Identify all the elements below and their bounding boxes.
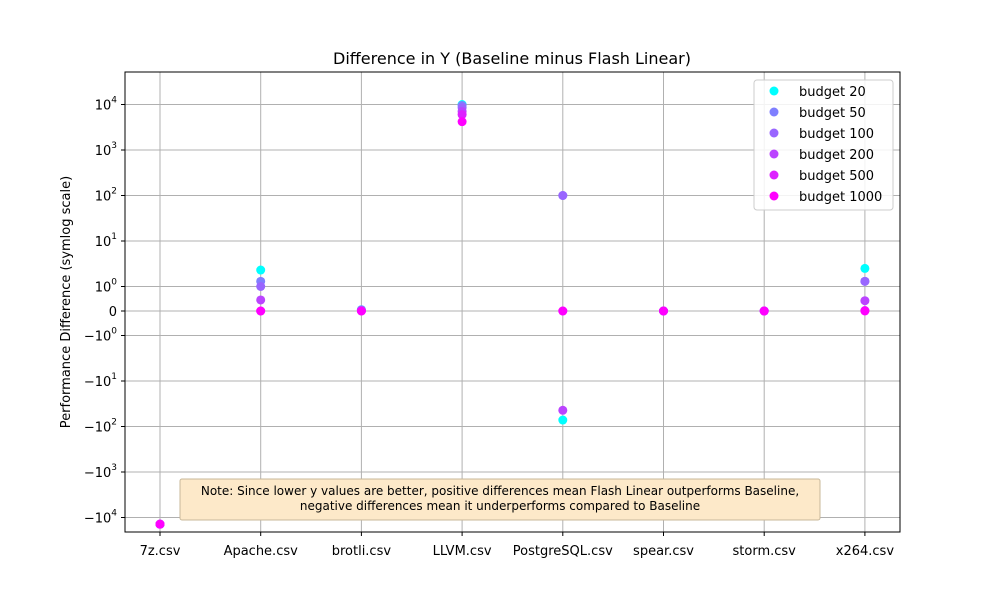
data-point [256, 266, 265, 275]
y-tick-label: −103 [84, 463, 117, 481]
note-line-1: Note: Since lower y values are better, p… [201, 484, 799, 498]
legend-label: budget 20 [799, 85, 866, 100]
legend: budget 20 budget 50 budget 100 budget 200 bu… [754, 80, 893, 210]
y-tick-label: −100 [84, 327, 117, 345]
data-point [860, 296, 869, 305]
y-tick-label: 100 [95, 278, 118, 296]
data-point [860, 307, 869, 316]
x-tick-label: LLVM.csv [433, 544, 492, 559]
data-point [558, 191, 567, 200]
legend-marker [770, 129, 779, 138]
x-tick-label: Apache.csv [224, 544, 299, 559]
data-point [256, 295, 265, 304]
legend-label: budget 500 [799, 169, 874, 184]
y-tick-label: −104 [84, 509, 117, 527]
note-line-2: negative differences mean it underperfor… [300, 499, 700, 513]
data-point [256, 282, 265, 291]
y-tick-label: 0 [109, 305, 117, 320]
x-tick-label: x264.csv [836, 544, 895, 559]
legend-marker [770, 192, 779, 201]
note-annotation: Note: Since lower y values are better, p… [180, 479, 820, 520]
legend-label: budget 200 [799, 148, 874, 163]
legend-label: budget 100 [799, 127, 874, 142]
data-point [659, 307, 668, 316]
data-point [760, 307, 769, 316]
y-tick-label: 103 [95, 141, 117, 159]
data-point [357, 307, 366, 316]
x-tick-label: spear.csv [633, 544, 694, 559]
legend-marker [770, 150, 779, 159]
legend-marker [770, 87, 779, 96]
y-tick-label: 102 [95, 187, 117, 205]
x-tick-label: storm.csv [733, 544, 797, 559]
x-tick-label: PostgreSQL.csv [513, 544, 613, 559]
data-point [860, 277, 869, 286]
data-point [458, 117, 467, 126]
x-tick-label: 7z.csv [140, 544, 181, 559]
y-tick-label: −102 [84, 418, 117, 436]
legend-label: budget 1000 [799, 190, 882, 205]
y-tick-label: 101 [95, 232, 117, 250]
chart-title: Difference in Y (Baseline minus Flash Li… [333, 49, 691, 68]
y-tick-label: 104 [95, 96, 118, 114]
y-tick-label: −101 [84, 372, 117, 390]
legend-label: budget 50 [799, 106, 866, 121]
x-axis: 7z.csv Apache.csv brotli.csv LLVM.csv Postgr… [140, 532, 895, 559]
data-point [558, 406, 567, 415]
y-axis-label: Performance Difference (symlog scale) [59, 176, 74, 428]
x-tick-label: brotli.csv [332, 544, 392, 559]
legend-marker [770, 108, 779, 117]
legend-marker [770, 171, 779, 180]
data-point [256, 307, 265, 316]
data-point [558, 307, 567, 316]
data-point [558, 416, 567, 425]
data-point [860, 264, 869, 273]
y-axis: 104 103 102 101 100 0 −100 −101 −102 −103 −104 [84, 96, 125, 527]
data-point [156, 520, 165, 529]
